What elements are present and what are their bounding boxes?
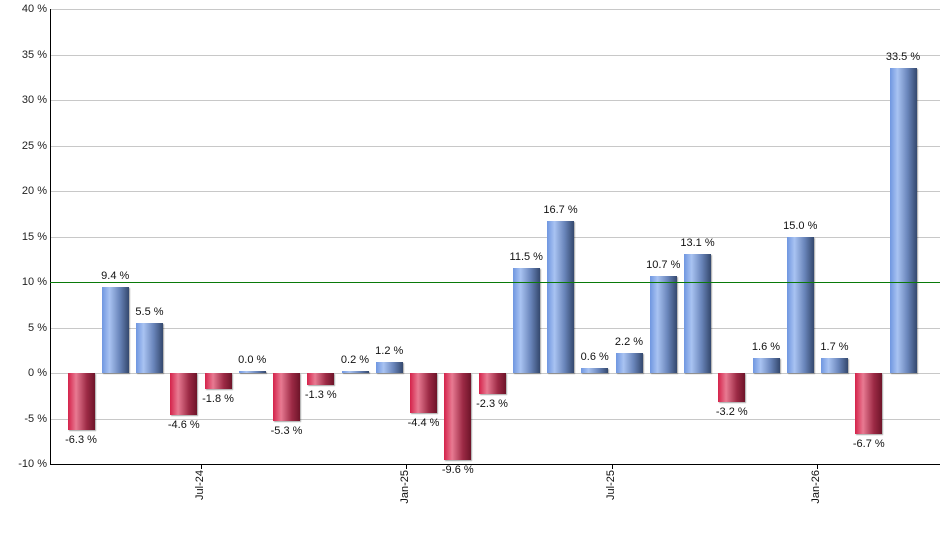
bar	[410, 373, 437, 414]
bar	[752, 358, 780, 373]
y-tick-label: 5 %	[28, 322, 47, 334]
gridline	[50, 100, 940, 101]
bar-value-label: 1.7 %	[820, 340, 849, 353]
bar	[101, 287, 129, 373]
bar-value-label: -5.3 %	[270, 425, 303, 438]
y-tick-label: 10 %	[21, 276, 47, 288]
bar	[307, 373, 335, 385]
bar-value-label: 13.1 %	[680, 236, 715, 249]
bar-value-label: -4.6 %	[167, 418, 200, 431]
bar	[649, 275, 677, 373]
bar-value-label: 1.2 %	[375, 345, 404, 358]
bar-value-label: 5.5 %	[135, 305, 164, 318]
bar	[170, 373, 198, 415]
bar	[855, 373, 883, 434]
y-tick-label: 25 %	[21, 140, 47, 152]
bar-value-label: 16.7 %	[543, 204, 578, 217]
x-tick-label: Jul-25	[605, 470, 617, 500]
bar	[821, 357, 848, 373]
bar	[786, 236, 814, 373]
bar	[718, 373, 746, 403]
gridline	[50, 419, 940, 420]
bar-value-label: 9.4 %	[101, 270, 130, 283]
bar	[273, 373, 300, 422]
bar-value-label: 33.5 %	[885, 51, 921, 64]
gridline	[50, 191, 940, 192]
x-tick-label: Jan-25	[399, 470, 411, 504]
bar	[547, 221, 574, 373]
gridline	[50, 9, 940, 10]
x-tick	[612, 464, 613, 469]
bar	[444, 373, 472, 461]
x-axis-line	[50, 464, 940, 465]
y-tick-label: 30 %	[21, 94, 47, 106]
x-tick-label: Jul-24	[194, 470, 206, 500]
bar-value-label: -3.2 %	[715, 406, 748, 419]
bar-value-label: -2.3 %	[476, 397, 508, 410]
bar-value-label: 15.0 %	[783, 219, 818, 232]
gridline	[50, 55, 940, 56]
x-tick	[201, 464, 202, 469]
y-tick-label: -10 %	[18, 458, 47, 470]
y-axis-line	[50, 9, 51, 465]
bar-value-label: 0.0 %	[238, 354, 267, 366]
bar-value-label: 11.5 %	[509, 251, 543, 264]
gridline	[50, 328, 940, 329]
bar	[67, 373, 95, 431]
bar	[581, 367, 609, 373]
x-tick	[406, 464, 407, 469]
bar-value-label: 2.2 %	[614, 335, 644, 348]
y-tick-label: 15 %	[21, 231, 47, 243]
bar-value-label: -1.3 %	[304, 388, 337, 401]
reference-line	[50, 282, 940, 283]
y-tick-label: 40 %	[21, 3, 47, 15]
x-tick	[817, 464, 818, 469]
y-tick-label: 0 %	[28, 367, 47, 379]
bar	[204, 373, 232, 390]
bar-value-label: 10.7 %	[646, 258, 681, 271]
bar-value-label: 0.2 %	[340, 354, 370, 366]
bar-value-label: 0.6 %	[580, 350, 609, 363]
gridline	[50, 146, 940, 147]
bar-value-label: -4.4 %	[407, 417, 440, 430]
y-tick-label: -5 %	[24, 413, 47, 425]
bar	[478, 373, 506, 394]
bar	[341, 371, 369, 373]
bar-value-label: -6.7 %	[852, 437, 885, 450]
bar-value-label: -6.3 %	[65, 434, 97, 447]
bar-value-label: 1.6 %	[751, 341, 781, 354]
bar	[889, 68, 917, 373]
bar-value-label: -1.8 %	[202, 393, 234, 406]
bar	[512, 268, 540, 373]
bar	[238, 371, 266, 373]
bar	[136, 322, 163, 373]
y-tick-label: 35 %	[21, 49, 47, 61]
bar	[684, 253, 711, 373]
bar	[375, 362, 403, 373]
bar-value-label: -9.6 %	[441, 464, 474, 477]
y-tick-label: 20 %	[21, 185, 47, 197]
x-tick-label: Jan-26	[810, 470, 822, 504]
gridline	[50, 237, 940, 238]
bar	[615, 352, 643, 373]
